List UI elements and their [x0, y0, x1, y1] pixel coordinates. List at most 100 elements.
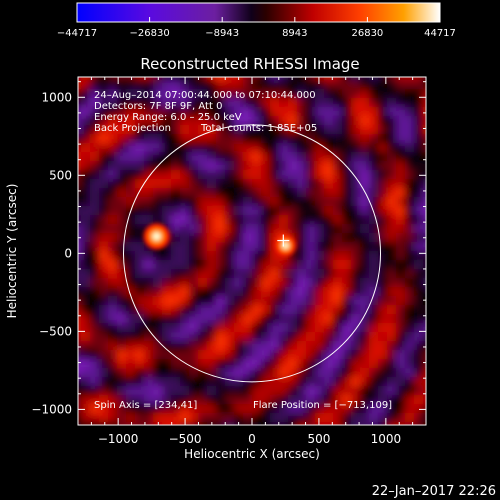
texture-cell [180, 386, 191, 397]
texture-cell [225, 278, 236, 289]
texture-cell [144, 89, 155, 100]
texture-cell [126, 350, 137, 361]
texture-cell [342, 170, 353, 181]
texture-cell [225, 143, 236, 154]
texture-cell [405, 116, 416, 127]
texture-cell [189, 332, 200, 343]
texture-cell [117, 386, 128, 397]
texture-cell [360, 77, 371, 82]
texture-cell [396, 77, 407, 82]
texture-cell [198, 143, 209, 154]
texture-cell [162, 269, 173, 280]
texture-cell [315, 224, 326, 235]
texture-cell [387, 242, 398, 253]
texture-cell [378, 323, 389, 334]
texture-cell [144, 215, 155, 226]
colorbar-tick-label: −26830 [129, 28, 169, 39]
texture-cell [135, 359, 146, 370]
texture-cell [324, 116, 335, 127]
texture-cell [198, 107, 209, 118]
texture-cell [324, 125, 335, 136]
texture-cell [342, 251, 353, 262]
texture-cell [90, 170, 101, 181]
texture-cell [198, 89, 209, 100]
texture-cell [207, 98, 218, 109]
texture-cell [360, 350, 371, 361]
texture-cell [387, 233, 398, 244]
texture-cell [81, 314, 92, 325]
texture-cell [261, 341, 272, 352]
texture-cell [333, 188, 344, 199]
texture-cell [333, 269, 344, 280]
texture-cell [306, 161, 317, 172]
texture-cell [387, 77, 398, 82]
texture-cell [81, 251, 92, 262]
texture-cell [369, 197, 380, 208]
texture-cell [225, 80, 236, 91]
texture-cell [405, 260, 416, 271]
texture-cell [153, 341, 164, 352]
texture-cell [270, 197, 281, 208]
texture-cell [261, 89, 272, 100]
texture-cell [153, 314, 164, 325]
texture-cell [342, 161, 353, 172]
texture-cell [135, 161, 146, 172]
texture-cell [252, 107, 263, 118]
texture-cell [261, 77, 272, 82]
texture-cell [396, 251, 407, 262]
texture-cell [396, 269, 407, 280]
texture-cell [99, 386, 110, 397]
y-tick-label: −1000 [31, 402, 72, 416]
texture-cell [108, 305, 119, 316]
texture-cell [144, 77, 155, 82]
texture-cell [108, 152, 119, 163]
texture-cell [225, 323, 236, 334]
texture-cell [315, 260, 326, 271]
texture-cell [81, 98, 92, 109]
texture-cell [315, 251, 326, 262]
texture-cell [117, 422, 128, 425]
texture-cell [252, 215, 263, 226]
texture-cell [207, 332, 218, 343]
texture-cell [378, 269, 389, 280]
texture-cell [261, 296, 272, 307]
texture-cell [81, 206, 92, 217]
texture-cell [108, 251, 119, 262]
texture-cell [207, 314, 218, 325]
texture-cell [414, 233, 425, 244]
texture-cell [135, 80, 146, 91]
texture-cell [99, 116, 110, 127]
texture-cell [405, 224, 416, 235]
texture-cell [405, 152, 416, 163]
texture-cell [135, 413, 146, 424]
texture-cell [315, 233, 326, 244]
texture-cell [90, 422, 101, 425]
texture-cell [135, 332, 146, 343]
texture-cell [387, 377, 398, 388]
texture-cell [387, 188, 398, 199]
texture-cell [99, 170, 110, 181]
y-tick-label: 500 [49, 168, 72, 182]
texture-cell [252, 296, 263, 307]
texture-cell [153, 161, 164, 172]
texture-cell [351, 350, 362, 361]
texture-cell [90, 77, 101, 82]
texture-cell [117, 287, 128, 298]
texture-cell [135, 269, 146, 280]
texture-cell [189, 242, 200, 253]
texture-cell [243, 77, 254, 82]
texture-cell [216, 350, 227, 361]
texture-cell [297, 305, 308, 316]
texture-cell [423, 314, 426, 325]
texture-cell [252, 323, 263, 334]
texture-cell [387, 404, 398, 415]
texture-cell [225, 89, 236, 100]
texture-cell [378, 359, 389, 370]
texture-cell [288, 422, 299, 425]
texture-cell [333, 242, 344, 253]
texture-cell [225, 179, 236, 190]
texture-cell [342, 305, 353, 316]
texture-cell [162, 332, 173, 343]
texture-cell [288, 179, 299, 190]
texture-cell [117, 125, 128, 136]
